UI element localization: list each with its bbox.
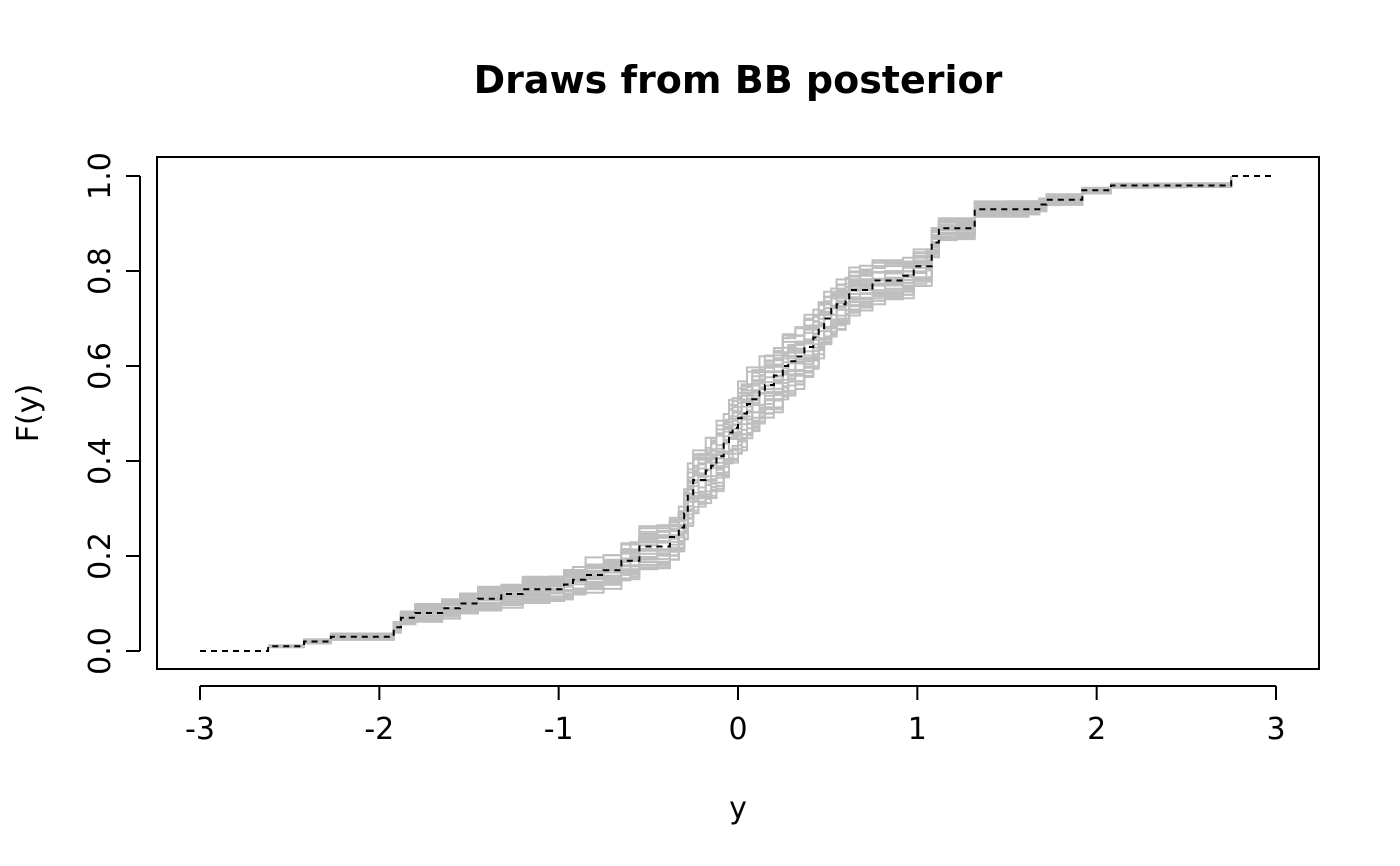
- y-tick-label: 1.0: [83, 152, 118, 200]
- posterior-draws: [268, 176, 1233, 649]
- posterior-draw-line: [304, 186, 1188, 645]
- y-tick-label: 0.6: [83, 342, 118, 390]
- plot-frame: [156, 156, 1320, 670]
- posterior-draw-line: [304, 186, 1187, 645]
- y-tick-label: 0.4: [83, 437, 118, 485]
- x-tick-label: 2: [1087, 712, 1106, 747]
- x-tick-label: 3: [1266, 712, 1285, 747]
- y-tick-label: 0.0: [83, 627, 118, 675]
- y-axis-label: F(y): [11, 384, 46, 442]
- posterior-draw-line: [268, 183, 1187, 648]
- x-tick-label: 0: [728, 712, 747, 747]
- posterior-draw-line: [268, 183, 1187, 647]
- y-axis: 0.0 0.2 0.4 0.6 0.8 1.0: [83, 152, 141, 675]
- x-axis: -3 -2 -1 0 1 2 3: [185, 685, 1286, 747]
- x-tick-label: -3: [185, 712, 215, 747]
- y-tick-label: 0.2: [83, 532, 118, 580]
- posterior-draw-line: [304, 186, 1187, 645]
- posterior-draw-line: [304, 176, 1233, 645]
- posterior-draw-line: [268, 176, 1233, 647]
- posterior-draw-line: [268, 184, 1188, 647]
- y-tick-label: 0.8: [83, 247, 118, 295]
- posterior-draw-line: [268, 184, 1188, 648]
- x-tick-label: -1: [544, 712, 574, 747]
- chart-title: Draws from BB posterior: [474, 58, 1003, 102]
- posterior-draw-line: [268, 183, 1187, 647]
- posterior-draw-line: [268, 184, 1187, 648]
- posterior-draw-line: [268, 176, 1233, 647]
- x-axis-label: y: [729, 791, 747, 826]
- x-tick-label: -2: [364, 712, 394, 747]
- x-tick-label: 1: [908, 712, 927, 747]
